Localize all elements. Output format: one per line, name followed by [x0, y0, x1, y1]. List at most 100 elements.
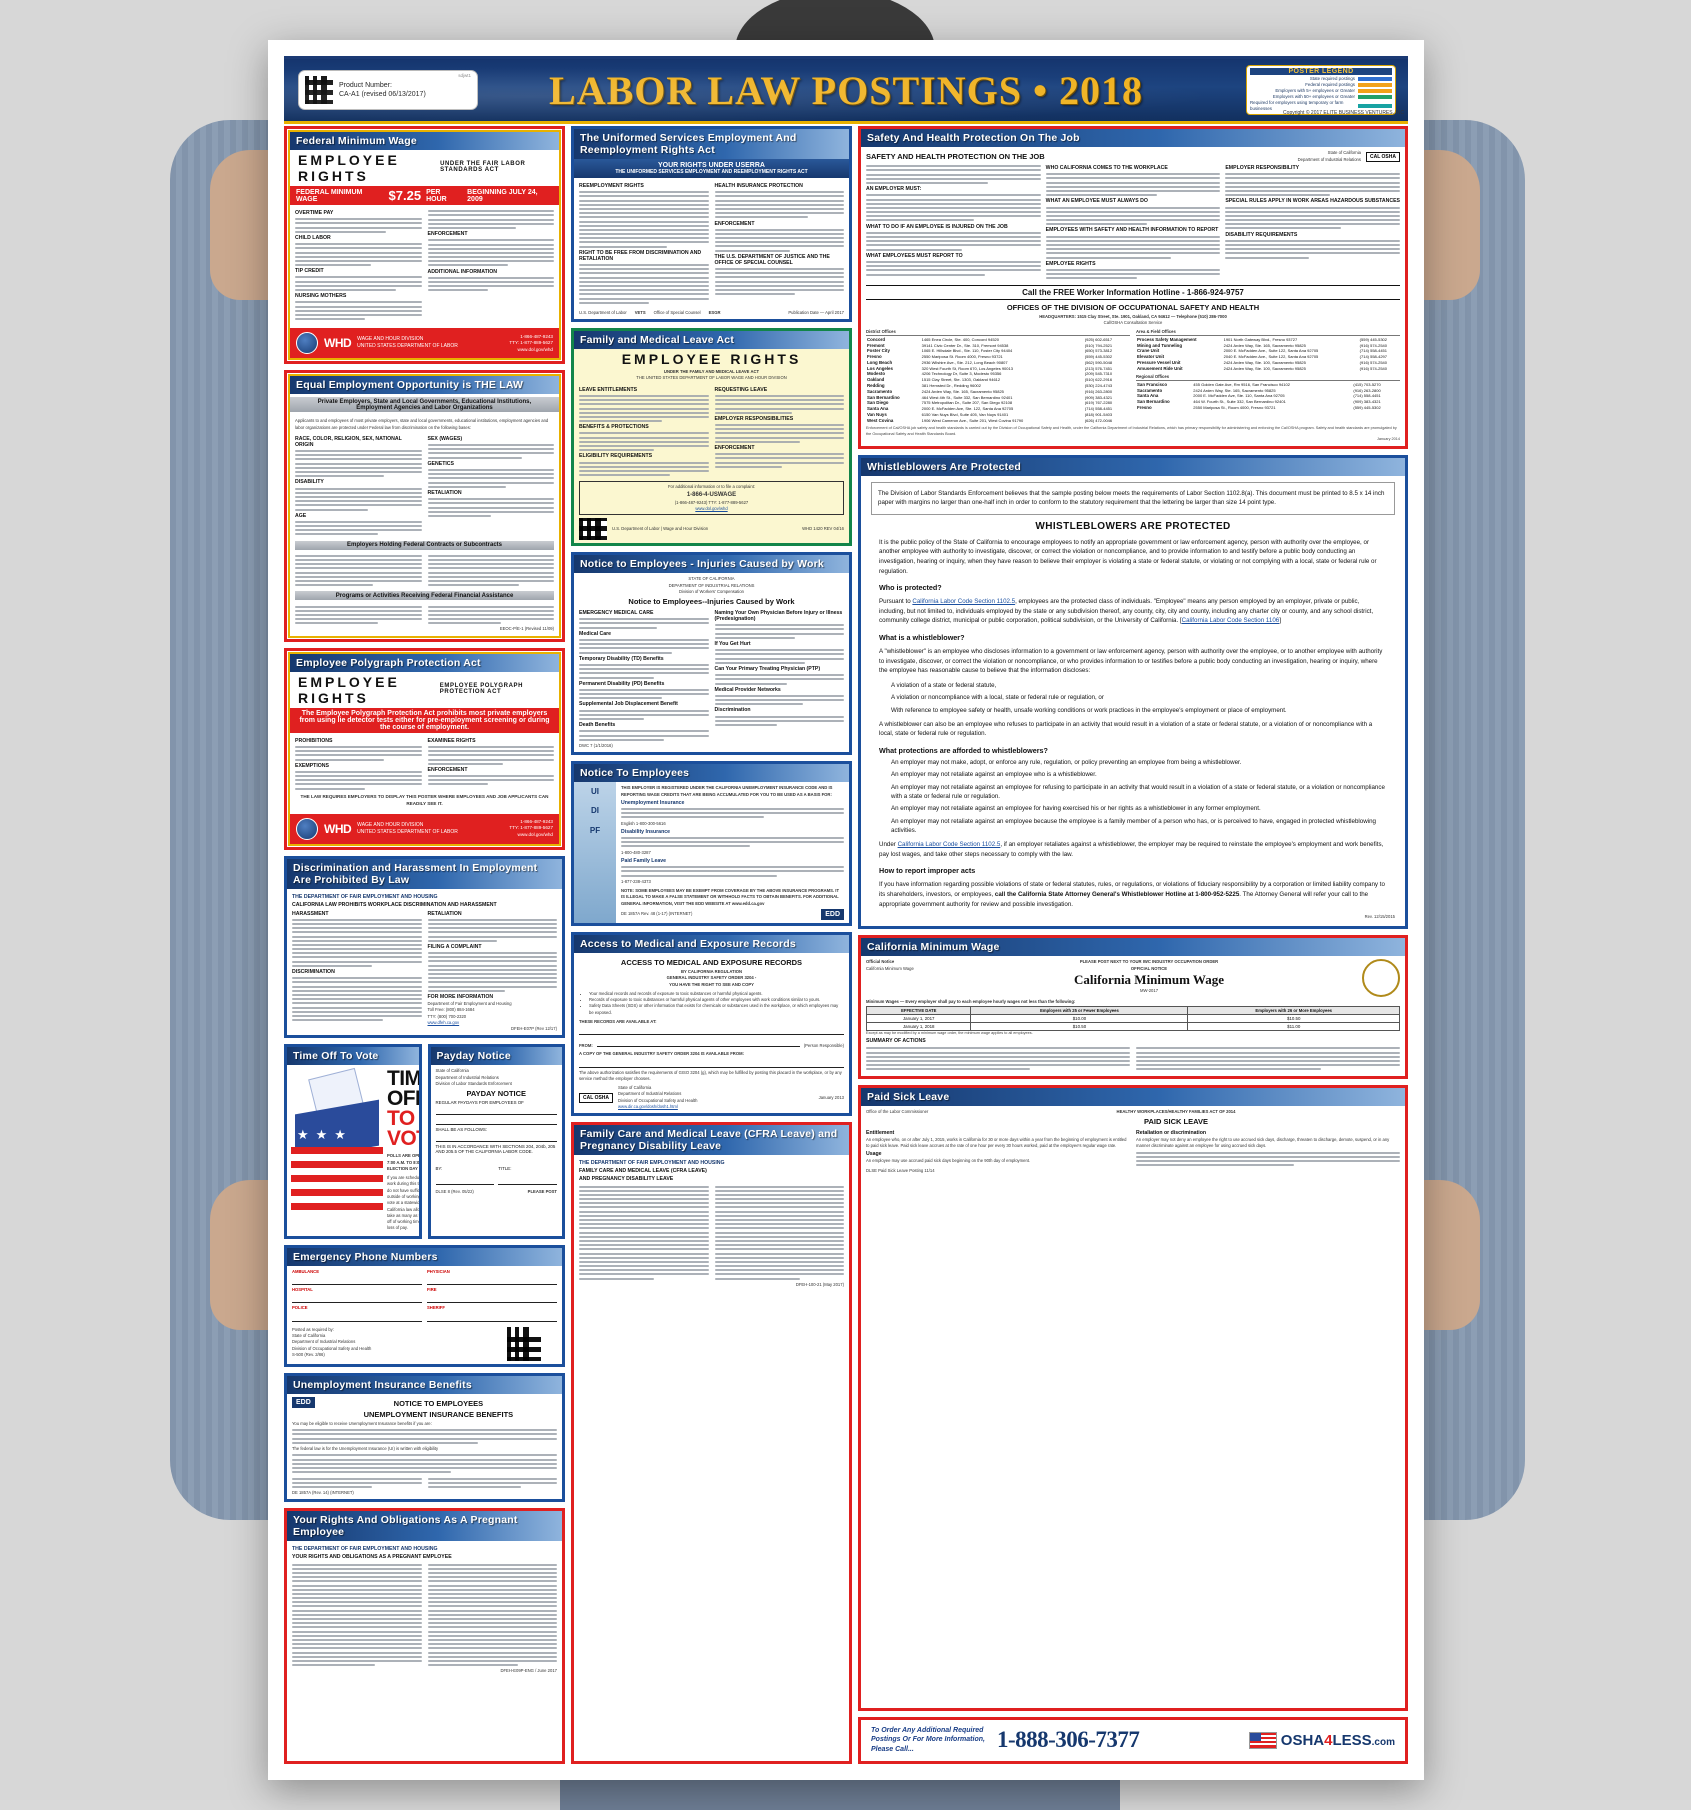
office-name: Sacramento [1137, 387, 1163, 393]
emergency-input[interactable] [292, 1277, 422, 1286]
injuries-heading: Notice to Employees--Injuries Caused by … [628, 597, 795, 607]
panel-pregnant-employee-rights: Your Rights And Obligations As A Pregnan… [284, 1508, 565, 1764]
medical-web[interactable]: www.dir.ca.gov/dosh/dosh1.html [618, 1104, 678, 1110]
section-heading: CHILD LABOR [295, 234, 331, 241]
office-phone: (415) 703-5270 [1353, 381, 1381, 387]
table-row: Van Nuys 6150 Van Nuys Blvd, Suite 405, V… [866, 412, 1130, 418]
whd-mark: WHD [324, 821, 352, 836]
labor-law-poster: Product Number: CA-A1 (revised 06/13/201… [268, 40, 1424, 1780]
office-phone: (916) 574-2540 [1359, 342, 1388, 348]
cmw-th: Employers with 25 or Fewer Employees [970, 1005, 1189, 1015]
cfra-form: DFEH-100-21 (May 2017) [795, 1281, 844, 1287]
emergency-input[interactable] [292, 1295, 422, 1304]
legend-item: State required postings [1250, 76, 1392, 82]
office-phone: (626) 472-0046 [1084, 417, 1113, 423]
labor-code-link-2[interactable]: California Labor Code Section 1106 [1181, 617, 1280, 625]
panel-fmla: Family and Medical Leave Act EMPLOYEE RI… [571, 328, 852, 547]
payday-field-input[interactable] [435, 1134, 557, 1143]
panel-title: Family Care and Medical Leave (CFRA Leav… [574, 1125, 849, 1156]
panel-discrimination-harassment: Discrimination and Harassment In Employm… [284, 855, 565, 1039]
vote-headline-1: TIME OFF [387, 1067, 422, 1111]
table-row: San Diego 7575 Metropolitan Dr., Suite 20… [866, 400, 1130, 406]
table-row: Fresno 2550 Mariposa St. Room 4000, Fresn… [866, 354, 1130, 360]
panel-title: Discrimination and Harassment In Employm… [287, 858, 562, 889]
cmw-summary-head: SUMMARY OF ACTIONS [866, 1038, 926, 1045]
office-name: Santa Ana [1137, 393, 1159, 399]
table-row: Foster City 1065 E. Hillsdale Blvd., Ste.… [866, 348, 1130, 354]
payday-title-input[interactable] [498, 1177, 557, 1186]
whistleblower-protections-heading: What protections are afforded to whistle… [879, 746, 1048, 756]
table-row: Sacramento 2424 Arden Way, Ste. 165, Sacr… [1136, 387, 1400, 393]
panel-title: Notice to Employees - Injuries Caused by… [574, 555, 849, 574]
footer-phone[interactable]: 1-888-306-7377 [996, 1727, 1140, 1753]
section-heading: GENETICS [427, 460, 455, 467]
harassment-contact: Department of Fair Employment and Housin… [427, 1000, 512, 1006]
labor-code-link-3[interactable]: California Labor Code Section 1102.5 [897, 841, 1001, 849]
medical-records-location-input[interactable] [579, 1027, 844, 1036]
medical-order-source-input[interactable] [579, 1060, 844, 1068]
osha4less-logo[interactable]: OSHA4LESS.com [1248, 1731, 1395, 1749]
harassment-web[interactable]: www.dfeh.ca.gov [427, 1019, 460, 1025]
min-wage-label: FEDERAL MINIMUM WAGE [296, 188, 363, 203]
cmw-footnote: Except as may be modified by a minimum w… [866, 1030, 1033, 1035]
whistleblower-who-body: Pursuant to California Labor Code Sectio… [879, 597, 1387, 626]
dol-web[interactable]: www.dol.gov/whd [517, 346, 554, 352]
dol-web[interactable]: www.dol.gov/whd [517, 831, 554, 837]
medical-from-input[interactable] [596, 1039, 800, 1048]
panel-notice-to-employees: Notice To Employees UI DI PF THIS EMPLOYER… [571, 761, 852, 926]
section-heading: SEX (WAGES) [427, 435, 463, 442]
panel-title: California Minimum Wage [861, 938, 1405, 957]
osha-hq: HEADQUARTERS: 1515 Clay Street, Ste. 190… [1039, 313, 1227, 319]
pregnant-head: YOUR RIGHTS AND OBLIGATIONS AS A PREGNAN… [292, 1554, 452, 1561]
poster-footer: To Order Any Additional Required Posting… [858, 1716, 1408, 1764]
section-heading: RIGHT TO BE FREE FROM DISCRIMINATION AND… [579, 249, 702, 262]
panel-title: Notice To Employees [574, 764, 849, 783]
table-row: Santa Ana 2000 E. McFadden Ave, Ste. 122,… [866, 406, 1130, 412]
product-label: Product Number: [339, 81, 392, 89]
cmw-th: Employers with 26 or More Employees [1187, 1005, 1400, 1015]
unemployment-heading-1: NOTICE TO EMPLOYEES [393, 1398, 484, 1408]
employee-rights-bar: EMPLOYEE RIGHTS UNDER THE FAIR LABOR STA… [290, 150, 559, 186]
copyright-text: Copyright © 2017 ELITE BUSINESS VENTURES… [1283, 110, 1404, 116]
osha-offices-title: OFFICES OF THE DIVISION OF OCCUPATIONAL … [1006, 302, 1260, 312]
emergency-input[interactable] [427, 1314, 557, 1322]
emergency-input[interactable] [427, 1277, 557, 1286]
payday-field-input[interactable] [435, 1117, 557, 1126]
section-heading: ENFORCEMENT [427, 766, 468, 773]
fmla-form: WHD 1420 REV 04/16 [802, 526, 844, 532]
who-text-b: , employees are the protected class of i… [879, 598, 1374, 625]
paid-sick-entitlement: An employee who, on or after July 1, 201… [866, 1136, 1127, 1149]
whistleblower-under-body: Under California Labor Code Section 1102… [879, 840, 1387, 859]
office-address: 39141 Civic Center Dr., Ste. 310, Fremon… [921, 342, 1009, 348]
office-name: Santa Ana [867, 406, 889, 412]
fmla-web[interactable]: www.dol.gov/whd [695, 505, 728, 511]
office-name: San Bernardino [1137, 399, 1170, 405]
medical-date: January 2013 [818, 1094, 844, 1100]
section-heading: ENFORCEMENT [714, 445, 755, 452]
emergency-input[interactable] [292, 1314, 422, 1322]
panel-safety-health-protection: Safety And Health Protection On The Job … [858, 126, 1408, 449]
payday-field-input[interactable] [435, 1107, 557, 1116]
section-heading: ENFORCEMENT [714, 220, 755, 227]
whd-mark: WHD [324, 336, 352, 351]
dir-col-head: Area & Field Offices [1136, 329, 1400, 337]
us-flag-icon [1248, 1731, 1277, 1749]
fmla-phone: 1-866-4-USWAGE [686, 491, 737, 498]
employee-rights-label: EMPLOYEE RIGHTS [298, 152, 400, 184]
userra-agency-3: Office of Special Counsel [653, 309, 701, 315]
section-heading: EXEMPTIONS [295, 762, 330, 769]
footer-line-1: To Order Any Additional Required [871, 1726, 984, 1734]
payday-sign-input[interactable] [435, 1177, 495, 1186]
panel-employee-polygraph-protection: Employee Polygraph Protection Act EMPLOY… [284, 647, 565, 850]
table-row: Pressure Vessel Unit 2424 Arden Way, Ste.… [1136, 360, 1400, 366]
fmla-sub: UNDER THE FAMILY AND MEDICAL LEAVE ACT [663, 369, 760, 375]
section-heading: Can Your Primary Treating Physician (PTP… [714, 665, 821, 672]
labor-code-link[interactable]: California Labor Code Section 1102.5 [912, 598, 1016, 606]
brand-4: 4 [1324, 1731, 1333, 1749]
whistleblower-protection-item: An employer may not retaliate against an… [891, 783, 1385, 800]
emergency-input[interactable] [427, 1295, 557, 1304]
panel-title: Paid Sick Leave [861, 1087, 1405, 1106]
employee-rights-label: EMPLOYEE RIGHTS [298, 673, 400, 706]
office-phone: (213) 576-7451 [1084, 365, 1113, 371]
payday-sign-title: TITLE: [498, 1166, 512, 1172]
